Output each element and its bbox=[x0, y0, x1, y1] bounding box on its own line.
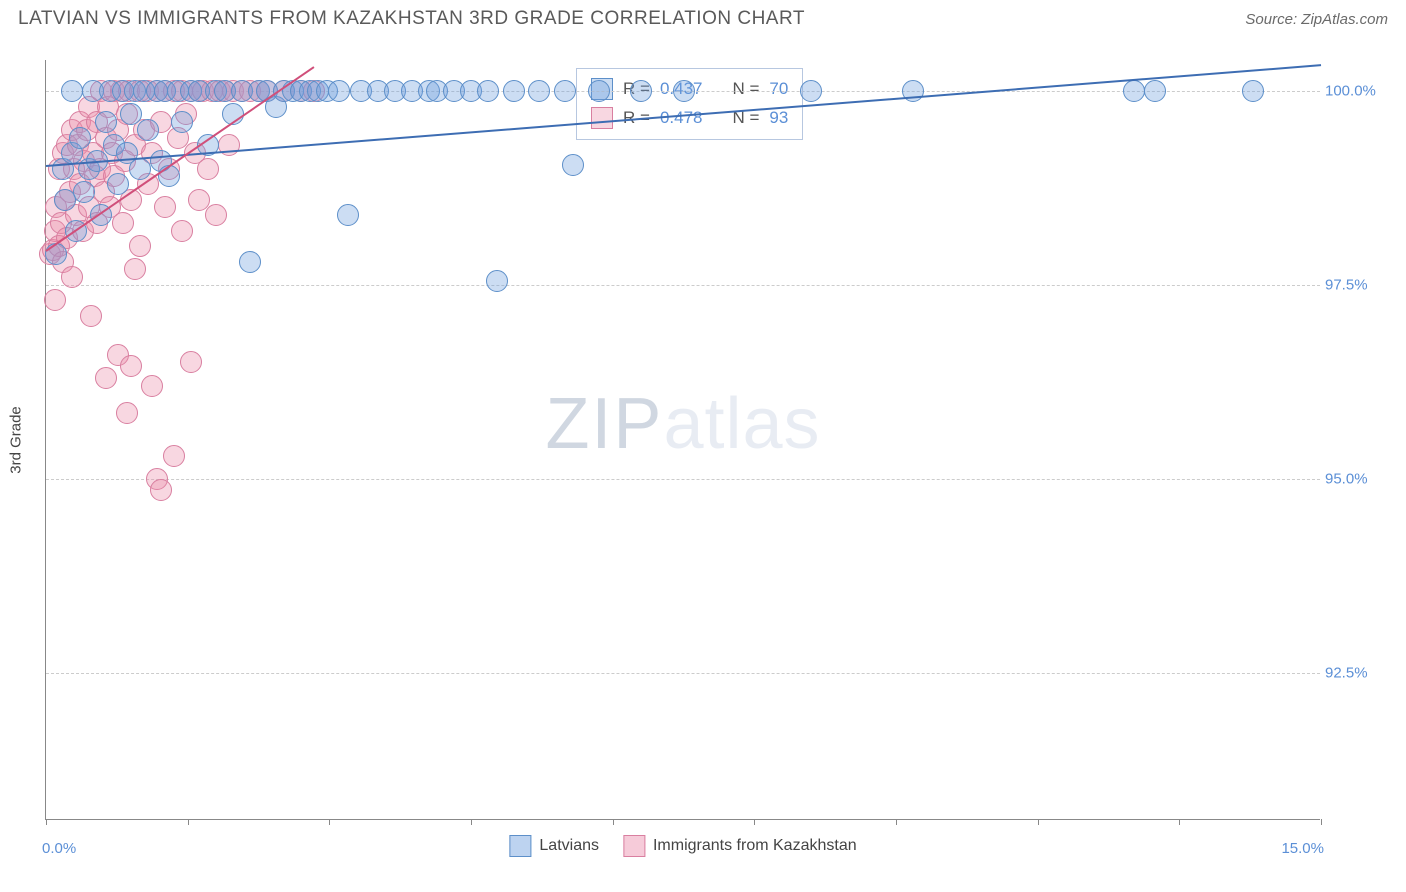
data-point bbox=[562, 154, 584, 176]
data-point bbox=[120, 355, 142, 377]
scatter-chart: 3rd Grade ZIPatlas R =0.437N =70R =0.478… bbox=[45, 60, 1320, 820]
data-point bbox=[554, 80, 576, 102]
data-point bbox=[129, 235, 151, 257]
data-point bbox=[107, 173, 129, 195]
data-point bbox=[1144, 80, 1166, 102]
y-tick-label: 100.0% bbox=[1325, 83, 1385, 100]
x-tick bbox=[46, 819, 47, 825]
correlation-stats-box: R =0.437N =70R =0.478N =93 bbox=[576, 68, 803, 140]
y-tick-label: 95.0% bbox=[1325, 470, 1385, 487]
data-point bbox=[630, 80, 652, 102]
data-point bbox=[129, 158, 151, 180]
grid-line bbox=[46, 285, 1320, 286]
data-point bbox=[73, 181, 95, 203]
data-point bbox=[205, 204, 227, 226]
data-point bbox=[673, 80, 695, 102]
data-point bbox=[124, 258, 146, 280]
data-point bbox=[150, 479, 172, 501]
data-point bbox=[477, 80, 499, 102]
y-axis-title: 3rd Grade bbox=[8, 406, 25, 474]
x-tick bbox=[896, 819, 897, 825]
data-point bbox=[1242, 80, 1264, 102]
data-point bbox=[171, 111, 193, 133]
data-point bbox=[486, 270, 508, 292]
data-point bbox=[197, 158, 219, 180]
legend-item: Latvians bbox=[509, 835, 599, 857]
legend-swatch bbox=[623, 835, 645, 857]
data-point bbox=[800, 80, 822, 102]
x-tick bbox=[1038, 819, 1039, 825]
data-point bbox=[503, 80, 525, 102]
x-tick bbox=[471, 819, 472, 825]
data-point bbox=[69, 127, 91, 149]
data-point bbox=[158, 165, 180, 187]
x-tick bbox=[754, 819, 755, 825]
data-point bbox=[137, 119, 159, 141]
x-max-label: 15.0% bbox=[1281, 840, 1324, 857]
data-point bbox=[239, 251, 261, 273]
data-point bbox=[528, 80, 550, 102]
source-label: Source: ZipAtlas.com bbox=[1245, 11, 1388, 28]
data-point bbox=[163, 445, 185, 467]
x-tick bbox=[1179, 819, 1180, 825]
series-swatch bbox=[591, 107, 613, 129]
data-point bbox=[171, 220, 193, 242]
x-tick bbox=[188, 819, 189, 825]
x-tick bbox=[1321, 819, 1322, 825]
data-point bbox=[44, 289, 66, 311]
chart-title: LATVIAN VS IMMIGRANTS FROM KAZAKHSTAN 3R… bbox=[18, 8, 805, 30]
x-tick bbox=[613, 819, 614, 825]
header: LATVIAN VS IMMIGRANTS FROM KAZAKHSTAN 3R… bbox=[0, 0, 1406, 38]
data-point bbox=[80, 305, 102, 327]
y-tick-label: 97.5% bbox=[1325, 276, 1385, 293]
y-tick-label: 92.5% bbox=[1325, 664, 1385, 681]
data-point bbox=[154, 196, 176, 218]
grid-line bbox=[46, 479, 1320, 480]
data-point bbox=[588, 80, 610, 102]
data-point bbox=[328, 80, 350, 102]
data-point bbox=[141, 375, 163, 397]
data-point bbox=[95, 111, 117, 133]
data-point bbox=[337, 204, 359, 226]
data-point bbox=[45, 243, 67, 265]
x-min-label: 0.0% bbox=[42, 840, 76, 857]
data-point bbox=[112, 212, 134, 234]
data-point bbox=[180, 351, 202, 373]
x-tick bbox=[329, 819, 330, 825]
legend-item: Immigrants from Kazakhstan bbox=[623, 835, 857, 857]
data-point bbox=[116, 402, 138, 424]
data-point bbox=[1123, 80, 1145, 102]
data-point bbox=[95, 367, 117, 389]
data-point bbox=[61, 266, 83, 288]
watermark: ZIPatlas bbox=[545, 383, 820, 465]
grid-line bbox=[46, 673, 1320, 674]
data-point bbox=[61, 80, 83, 102]
legend: Latvians Immigrants from Kazakhstan bbox=[509, 835, 856, 857]
legend-swatch bbox=[509, 835, 531, 857]
